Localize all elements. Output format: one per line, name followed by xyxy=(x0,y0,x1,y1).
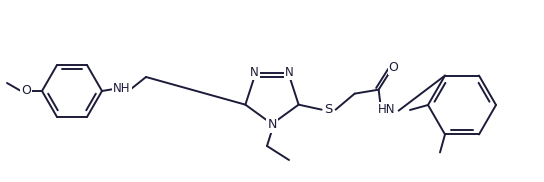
Text: N: N xyxy=(267,118,277,132)
Text: O: O xyxy=(21,84,31,98)
Text: N: N xyxy=(250,66,259,79)
Text: O: O xyxy=(389,61,399,74)
Text: N: N xyxy=(285,66,294,79)
Text: NH: NH xyxy=(113,82,131,96)
Text: HN: HN xyxy=(378,103,395,116)
Text: S: S xyxy=(324,103,333,116)
